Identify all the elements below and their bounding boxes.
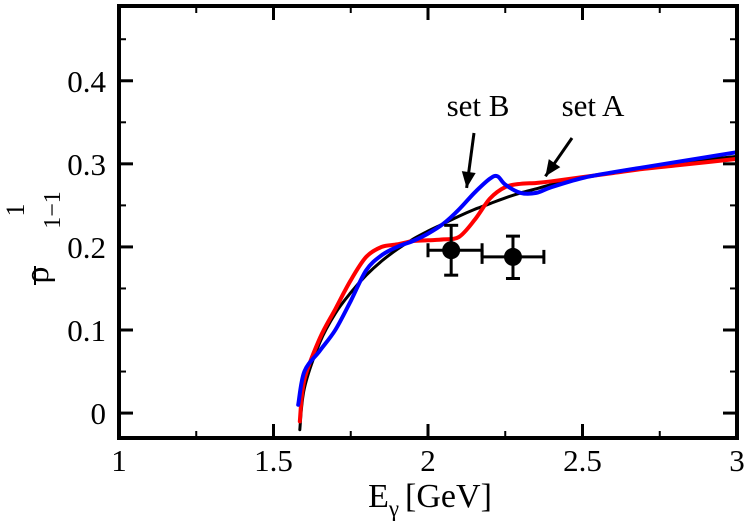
- x-axis-label-sub: γ: [388, 496, 399, 521]
- x-tick-label-1.5: 1.5: [254, 443, 293, 478]
- x-axis-label: Eγ [GeV]: [368, 478, 492, 521]
- series-line-0: [298, 154, 739, 432]
- x-ticks: 1 1.5 2 2.5 3: [111, 6, 745, 478]
- series-line-set-b: [296, 150, 739, 407]
- y-axis-label-main: ρ: [19, 267, 56, 284]
- data-point-marker: [442, 241, 461, 260]
- y-axis-label: ρ 1 1−1: [1, 191, 66, 285]
- annotation-set-a: set A: [562, 88, 625, 123]
- x-tick-label-2: 2: [420, 443, 436, 478]
- data-point-2: [480, 234, 546, 280]
- x-axis-label-main: E: [368, 478, 389, 515]
- y-axis-label-sup: 1: [1, 204, 30, 217]
- annotation-arrowhead-set-b: [461, 171, 476, 188]
- y-tick-label-0: 0: [91, 396, 107, 431]
- y-axis-label-sub: 1−1: [40, 191, 66, 229]
- x-tick-label-2.5: 2.5: [563, 443, 602, 478]
- series-line-set-a: [297, 156, 739, 424]
- plot-lines: [296, 150, 739, 432]
- y-tick-label-0.2: 0.2: [67, 230, 106, 265]
- y-ticks: 0 0.1 0.2 0.3 0.4: [67, 38, 737, 431]
- x-tick-label-3: 3: [729, 443, 745, 478]
- annotation-arrowhead-set-a: [545, 159, 561, 177]
- y-tick-label-0.4: 0.4: [67, 64, 106, 99]
- y-tick-label-0.1: 0.1: [67, 313, 106, 348]
- x-tick-label-1: 1: [111, 443, 127, 478]
- x-axis-label-unit: [GeV]: [405, 478, 492, 515]
- annotations: set B set A: [447, 88, 625, 189]
- data-point-1: [426, 223, 484, 277]
- data-point-marker: [503, 247, 522, 266]
- plot-frame: [117, 4, 739, 440]
- annotation-set-b: set B: [447, 88, 510, 123]
- y-tick-label-0.3: 0.3: [67, 147, 106, 182]
- data-points: [426, 223, 546, 280]
